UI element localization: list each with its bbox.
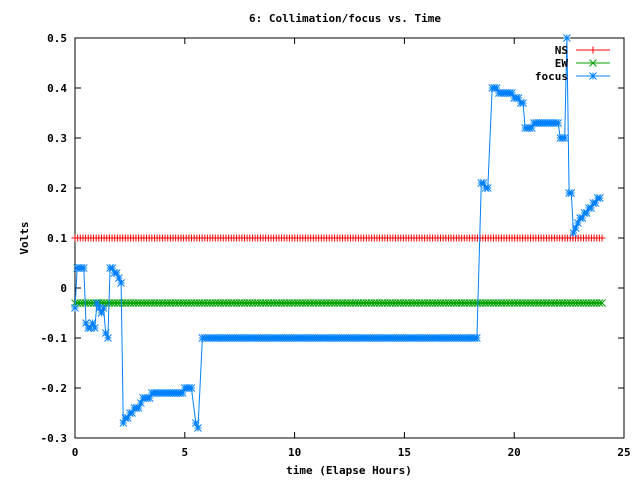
chart-title: 6: Collimation/focus vs. Time	[249, 12, 441, 25]
y-tick-label: 0.1	[47, 232, 67, 245]
data-point-focus	[567, 189, 576, 197]
data-point-EW	[598, 299, 606, 307]
series-layer	[71, 34, 606, 432]
data-point-focus	[473, 334, 481, 342]
x-tick-label: 5	[181, 446, 188, 459]
data-point-focus	[104, 334, 112, 342]
legend-marker-focus	[589, 72, 597, 80]
x-tick-label: 0	[72, 446, 79, 459]
data-point-focus	[99, 304, 108, 312]
x-tick-label: 25	[617, 446, 630, 459]
y-tick-label: 0	[60, 282, 67, 295]
y-axis-label: Volts	[18, 221, 31, 254]
series-focus	[71, 34, 604, 432]
legend-label-EW: EW	[555, 57, 569, 70]
y-tick-label: 0.5	[47, 32, 67, 45]
data-point-focus	[563, 34, 571, 42]
data-point-focus	[514, 94, 523, 102]
data-point-focus	[554, 119, 562, 127]
y-tick-label: -0.2	[41, 382, 68, 395]
data-point-focus	[187, 384, 196, 392]
legend-label-NS: NS	[555, 44, 568, 57]
series-NS	[71, 234, 606, 242]
data-point-focus	[595, 194, 604, 202]
legend-marker-EW	[589, 59, 597, 67]
data-point-EW	[595, 299, 604, 307]
data-point-focus	[79, 264, 88, 272]
data-point-focus	[560, 134, 569, 142]
series-EW	[71, 299, 606, 307]
data-point-focus	[90, 324, 99, 332]
data-point-focus	[71, 304, 79, 312]
data-point-NS	[598, 234, 606, 242]
data-point-focus	[194, 424, 202, 432]
legend-marker-NS	[589, 46, 597, 54]
legend-label-focus: focus	[535, 70, 568, 83]
x-tick-label: 15	[398, 446, 411, 459]
y-tick-label: -0.1	[41, 332, 68, 345]
data-point-focus	[519, 99, 527, 107]
x-tick-label: 20	[508, 446, 521, 459]
y-tick-label: 0.4	[47, 82, 67, 95]
y-tick-label: 0.3	[47, 132, 67, 145]
y-tick-label: 0.2	[47, 182, 67, 195]
x-axis-label: time (Elapse Hours)	[286, 464, 412, 477]
data-point-focus	[117, 279, 125, 287]
x-tick-label: 10	[288, 446, 301, 459]
y-tick-label: -0.3	[41, 432, 68, 445]
data-point-focus	[483, 184, 492, 192]
